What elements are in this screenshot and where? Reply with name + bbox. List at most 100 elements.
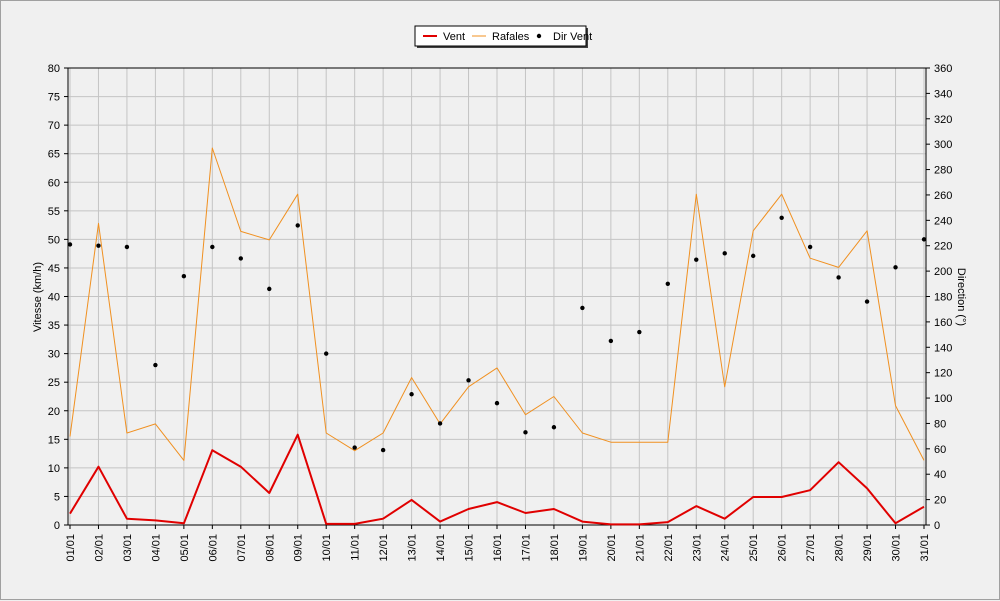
y-right-tick-label: 120 — [934, 368, 952, 380]
y-right-tick-label: 40 — [934, 469, 946, 481]
y-right-tick-label: 180 — [934, 292, 952, 304]
series-line — [69, 433, 925, 526]
x-tick-label: 11/01 — [350, 534, 362, 561]
data-point — [893, 265, 898, 270]
data-point — [466, 378, 471, 383]
data-point — [181, 273, 187, 279]
data-point — [807, 244, 813, 250]
y-axis-left-title: Vitesse (km/h) — [32, 262, 44, 332]
data-point — [437, 421, 443, 426]
x-tick-label: 03/01 — [122, 534, 134, 562]
x-tick-label: 09/01 — [293, 534, 305, 562]
data-point — [96, 243, 101, 248]
y-right-tick-label: 0 — [934, 520, 940, 532]
x-tick-label: 06/01 — [207, 534, 219, 562]
axes: 0 5 10 15 20 25 30 35 40 45 50 55 60 65 70 75 80 0 20 40 60 8… — [48, 63, 953, 562]
y-right-tick-label: 80 — [934, 418, 946, 430]
legend-label: Dir Vent — [553, 31, 592, 43]
x-tick-label: 13/01 — [407, 534, 419, 562]
x-tick-label: 04/01 — [150, 534, 162, 562]
x-tick-label: 15/01 — [464, 534, 476, 562]
x-tick-label: 22/01 — [663, 534, 675, 562]
y-left-tick-label: 60 — [48, 177, 60, 189]
legend-box — [414, 25, 587, 47]
y-right-tick-label: 240 — [934, 215, 952, 227]
x-tick-label: 31/01 — [919, 534, 931, 562]
data-point — [210, 244, 215, 250]
y-left-tick-label: 5 — [54, 491, 60, 503]
data-point — [153, 362, 158, 368]
y-left-tick-label: 80 — [48, 63, 60, 75]
data-point — [637, 329, 642, 335]
x-tick-label: 05/01 — [179, 534, 191, 562]
data-point — [864, 299, 870, 304]
x-tick-label: 01/01 — [65, 534, 77, 562]
x-tick-label: 29/01 — [862, 534, 874, 562]
x-tick-label: 28/01 — [834, 534, 846, 562]
data-point — [267, 286, 272, 292]
data-point — [380, 447, 386, 453]
y-right-tick-label: 340 — [934, 88, 952, 100]
legend-label: Rafales — [492, 31, 530, 43]
y-left-tick-label: 50 — [48, 234, 60, 246]
series-dir-vent — [67, 215, 927, 453]
data-point — [779, 215, 784, 220]
y-left-tick-label: 15 — [48, 434, 60, 446]
y-left-tick-label: 75 — [48, 92, 60, 104]
x-tick-label: 16/01 — [492, 534, 504, 562]
y-right-tick-label: 360 — [934, 63, 952, 75]
data-point — [665, 281, 670, 287]
y-left-tick-label: 70 — [48, 120, 60, 132]
y-left-tick-label: 65 — [48, 149, 60, 161]
x-tick-label: 02/01 — [93, 534, 105, 562]
data-point — [722, 251, 727, 256]
data-point — [580, 305, 585, 311]
series-layer — [67, 147, 927, 526]
series-rafales — [69, 147, 925, 461]
y-left-tick-label: 25 — [48, 377, 60, 389]
legend-label: Vent — [443, 31, 465, 43]
data-point — [921, 237, 927, 242]
data-point — [67, 242, 73, 247]
data-point — [324, 351, 329, 356]
y-left-tick-label: 35 — [48, 320, 60, 332]
y-left-tick-label: 10 — [48, 463, 60, 475]
y-right-tick-label: 100 — [934, 393, 952, 405]
data-point — [751, 253, 756, 259]
y-left-tick-label: 30 — [48, 349, 60, 361]
x-tick-label: 18/01 — [549, 534, 561, 562]
data-point — [551, 425, 557, 430]
y-left-tick-label: 45 — [48, 263, 60, 275]
y-left-tick-label: 20 — [48, 406, 60, 418]
x-tick-label: 19/01 — [577, 534, 589, 562]
y-right-tick-label: 160 — [934, 317, 952, 329]
data-point — [409, 392, 414, 397]
x-tick-label: 25/01 — [748, 534, 760, 562]
legend: Vent Rafales Dir Vent — [414, 25, 592, 48]
x-tick-label: 07/01 — [236, 534, 248, 562]
y-right-tick-label: 60 — [934, 444, 946, 456]
data-point — [694, 257, 699, 262]
y-right-tick-label: 220 — [934, 241, 952, 253]
y-axis-right-title: Direction (°) — [955, 268, 967, 326]
data-point — [494, 400, 500, 406]
data-point — [523, 430, 528, 435]
series-line — [69, 147, 925, 461]
y-left-tick-label: 0 — [54, 520, 60, 532]
data-point — [295, 223, 300, 228]
y-right-tick-label: 320 — [934, 114, 952, 126]
data-point — [124, 244, 130, 250]
y-right-tick-label: 260 — [934, 190, 952, 202]
data-point — [608, 338, 614, 344]
x-tick-label: 26/01 — [777, 534, 789, 562]
x-tick-label: 21/01 — [634, 534, 646, 562]
x-tick-label: 23/01 — [691, 534, 703, 562]
data-point — [836, 275, 841, 280]
x-tick-label: 17/01 — [520, 534, 532, 562]
x-tick-label: 12/01 — [378, 534, 390, 562]
legend-marker — [536, 33, 542, 39]
y-left-tick-label: 55 — [48, 206, 60, 218]
x-tick-label: 14/01 — [435, 534, 447, 562]
